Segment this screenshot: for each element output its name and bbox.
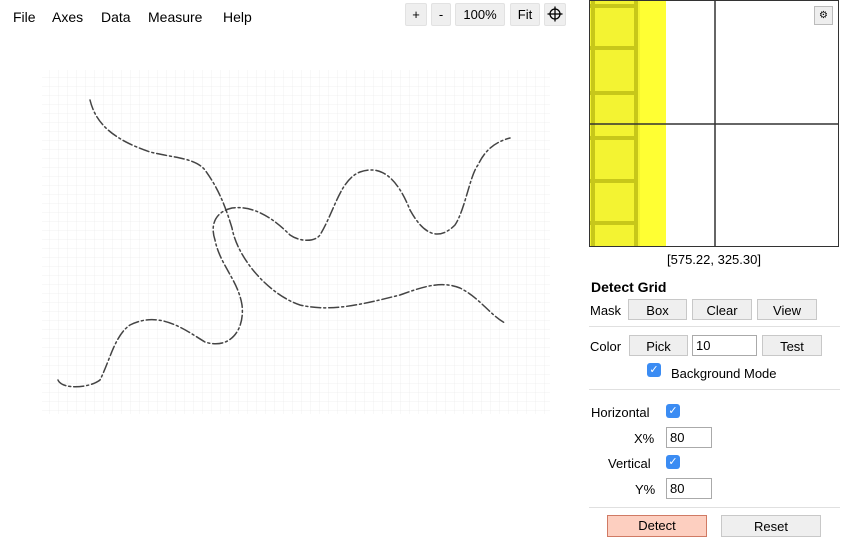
mask-label: Mask xyxy=(590,303,622,318)
mask-box-button[interactable]: Box xyxy=(628,299,687,320)
plot-canvas[interactable] xyxy=(40,68,552,416)
zoom-settings-button[interactable]: ⚙ xyxy=(814,6,833,25)
divider xyxy=(589,326,840,327)
detect-grid-title: Detect Grid xyxy=(591,279,667,295)
menu-data[interactable]: Data xyxy=(101,9,131,25)
horizontal-checkbox[interactable]: ✓ xyxy=(666,404,680,418)
horizontal-label: Horizontal xyxy=(591,405,650,420)
menu-help[interactable]: Help xyxy=(223,9,252,25)
color-label: Color xyxy=(590,339,622,354)
y-percent-label: Y% xyxy=(635,482,656,497)
y-percent-input[interactable] xyxy=(666,478,712,499)
zoom-image xyxy=(590,1,838,246)
plot-image xyxy=(42,70,550,414)
cursor-coords: [575.22, 325.30] xyxy=(667,252,761,267)
test-button[interactable]: Test xyxy=(762,335,822,356)
divider xyxy=(589,389,840,390)
menu-axes[interactable]: Axes xyxy=(52,9,84,25)
grid-background xyxy=(42,70,550,414)
zoom-out-button[interactable]: - xyxy=(431,3,451,26)
color-distance-input[interactable] xyxy=(692,335,757,356)
pick-color-button[interactable]: Pick xyxy=(629,335,688,356)
crosshair-icon xyxy=(547,6,563,22)
zoom-level[interactable]: 100% xyxy=(455,3,505,26)
detect-button[interactable]: Detect xyxy=(607,515,707,537)
vertical-label: Vertical xyxy=(608,456,651,471)
fit-button[interactable]: Fit xyxy=(510,3,540,26)
x-percent-label: X% xyxy=(634,431,655,446)
curve-1 xyxy=(89,99,506,324)
zoom-preview: ⚙ xyxy=(589,0,839,247)
crosshair-button[interactable] xyxy=(544,3,566,26)
menu-measure[interactable]: Measure xyxy=(148,9,203,25)
x-percent-input[interactable] xyxy=(666,427,712,448)
divider xyxy=(589,507,840,508)
vertical-checkbox[interactable]: ✓ xyxy=(666,455,680,469)
background-mode-label: Background Mode xyxy=(671,366,777,381)
background-mode-checkbox[interactable]: ✓ xyxy=(647,363,661,377)
zoom-in-button[interactable]: + xyxy=(405,3,427,26)
reset-button[interactable]: Reset xyxy=(721,515,821,537)
curve-2 xyxy=(57,137,511,388)
gear-icon: ⚙ xyxy=(819,10,828,21)
mask-clear-button[interactable]: Clear xyxy=(692,299,752,320)
menu-file[interactable]: File xyxy=(13,9,36,25)
mask-view-button[interactable]: View xyxy=(757,299,817,320)
